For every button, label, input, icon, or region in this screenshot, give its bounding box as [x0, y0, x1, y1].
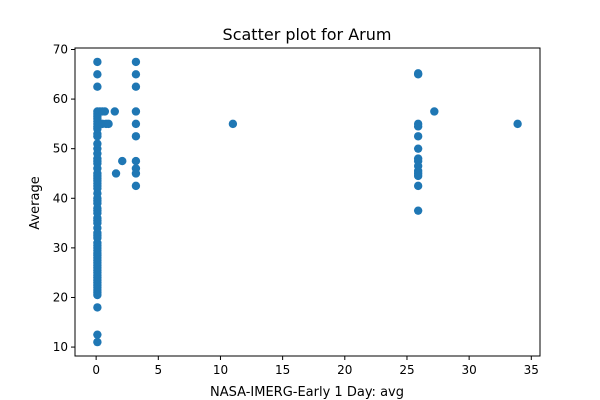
x-tick-label: 0	[92, 363, 100, 377]
y-tick-label: 70	[53, 42, 68, 56]
data-point	[228, 119, 238, 129]
x-tick-label: 25	[399, 363, 414, 377]
data-point	[413, 122, 423, 131]
y-tick-label: 40	[53, 191, 68, 205]
data-point	[131, 119, 141, 129]
x-tick-label: 30	[461, 363, 476, 377]
data-point	[93, 57, 102, 67]
data-point	[413, 181, 423, 191]
data-point	[513, 119, 522, 129]
data-point	[93, 139, 102, 148]
x-tick-label: 15	[275, 363, 290, 377]
x-tick-label: 35	[524, 363, 539, 377]
x-tick-label: 10	[213, 363, 228, 377]
x-axis-label: NASA-IMERG-Early 1 Day: avg	[210, 385, 404, 400]
data-point	[93, 149, 102, 158]
data-point	[131, 132, 141, 141]
axes-frame	[74, 47, 541, 357]
x-axis: 0 5 10 15 20 25 30 35	[92, 356, 539, 377]
data-point	[131, 82, 141, 91]
data-point	[93, 303, 102, 312]
data-point	[131, 107, 141, 116]
data-point	[93, 132, 102, 141]
y-tick-label: 30	[53, 241, 68, 255]
data-point	[413, 69, 423, 78]
data-point	[110, 107, 119, 116]
y-tick-label: 60	[53, 92, 68, 106]
data-point	[93, 290, 102, 300]
y-axis-label: Average	[28, 176, 43, 229]
data-point	[413, 132, 423, 141]
data-point	[93, 337, 102, 347]
data-point	[131, 57, 141, 67]
y-tick-label: 50	[53, 142, 68, 156]
data-point	[413, 144, 423, 153]
data-point	[131, 156, 141, 166]
data-point	[131, 70, 141, 79]
data-point	[131, 169, 141, 178]
y-tick-label: 20	[53, 290, 68, 304]
data-point	[413, 171, 423, 181]
x-tick-label: 5	[154, 363, 162, 377]
y-tick-label: 10	[53, 340, 68, 354]
y-axis: 10 20 30 40 50 60 70	[53, 42, 75, 354]
plot-area	[93, 57, 522, 347]
data-point	[100, 107, 110, 116]
data-point	[413, 206, 423, 215]
data-point	[93, 82, 102, 91]
data-point	[93, 330, 102, 339]
data-point	[118, 156, 127, 166]
x-tick-label: 20	[337, 363, 352, 377]
data-point	[93, 70, 102, 79]
data-point	[104, 119, 113, 129]
data-point	[131, 181, 141, 191]
data-point	[93, 176, 102, 186]
data-point	[111, 169, 121, 178]
chart-title: Scatter plot for Arum	[223, 25, 392, 44]
data-point	[430, 107, 439, 116]
